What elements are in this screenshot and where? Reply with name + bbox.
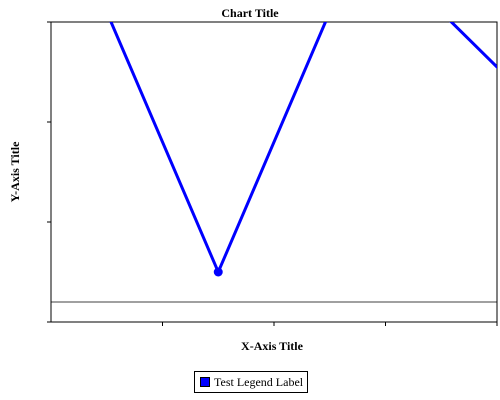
y-axis-title: Y-Axis Title <box>8 141 22 202</box>
series-group <box>109 22 497 277</box>
axis-ticks <box>47 21 498 326</box>
plot-area <box>50 21 498 323</box>
chart-title: Chart Title <box>221 6 279 20</box>
series-0 <box>109 22 497 277</box>
legend-label: Test Legend Label <box>214 374 304 389</box>
x-axis-title: X-Axis Title <box>241 339 304 353</box>
data-point <box>213 267 223 277</box>
series-line <box>109 22 497 276</box>
legend-swatch <box>200 377 210 387</box>
legend: Test Legend Label <box>194 371 309 393</box>
